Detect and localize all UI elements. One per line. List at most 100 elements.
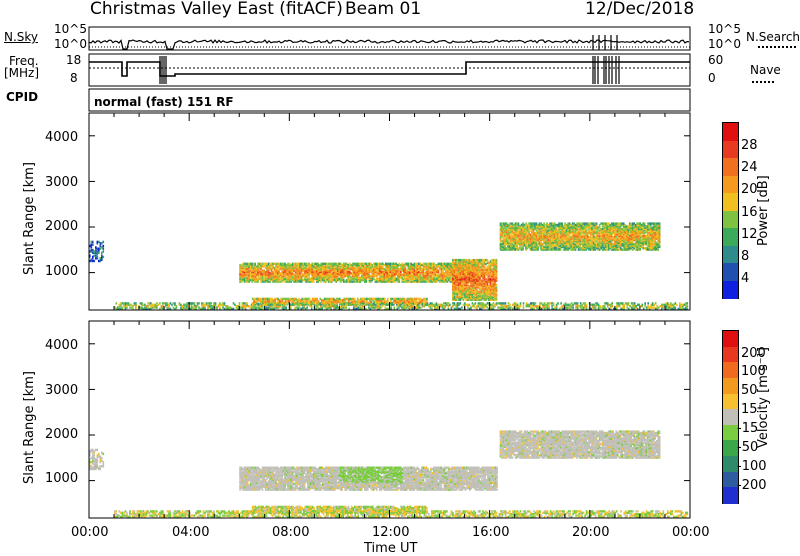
power-cell — [404, 302, 406, 305]
power-cell — [558, 236, 560, 239]
power-cell — [332, 297, 335, 301]
power-cell — [528, 305, 531, 308]
power-cell — [248, 262, 250, 265]
power-cell — [504, 307, 507, 311]
power-cell — [400, 301, 403, 305]
power-cell — [416, 279, 419, 282]
power-cell — [455, 263, 458, 267]
power-cell — [327, 270, 330, 274]
power-cell — [364, 274, 366, 278]
power-cell — [276, 262, 279, 265]
power-cell — [461, 297, 463, 300]
power-cell — [470, 291, 472, 295]
power-cell — [275, 280, 277, 283]
power-cell — [198, 306, 200, 309]
power-cell — [461, 270, 464, 274]
power-cell — [474, 269, 477, 273]
power-cell — [302, 274, 304, 278]
power-cell — [502, 230, 505, 234]
power-cell — [476, 291, 478, 295]
power-cell — [343, 300, 345, 303]
power-cell — [439, 273, 441, 276]
power-cell — [319, 307, 322, 311]
power-cell — [264, 272, 267, 275]
power-cell — [336, 263, 339, 267]
power-cell — [329, 270, 331, 274]
power-cell — [544, 243, 547, 246]
power-cell — [508, 232, 511, 235]
power-cell — [489, 293, 492, 296]
power-cell — [321, 276, 324, 279]
power-cell — [187, 307, 190, 311]
power-cell — [273, 303, 275, 306]
power-cell — [464, 263, 466, 266]
power-cell — [474, 297, 477, 300]
power-cell — [458, 260, 460, 263]
power-cell — [323, 268, 325, 271]
power-cell — [260, 300, 263, 303]
power-cell — [450, 307, 453, 311]
power-cell — [489, 267, 492, 270]
power-cell — [232, 302, 235, 305]
power-cell — [377, 265, 380, 268]
power-cell — [394, 300, 397, 303]
power-cell — [467, 289, 469, 292]
power-cell — [297, 279, 300, 282]
power-cell — [272, 299, 275, 302]
power-cell — [394, 280, 396, 283]
power-cell — [511, 237, 514, 240]
power-cell — [495, 297, 498, 300]
power-cell — [373, 277, 375, 280]
power-cell — [358, 303, 361, 306]
power-cell — [460, 276, 462, 279]
power-cell — [470, 277, 473, 280]
power-cell — [479, 263, 481, 266]
power-cell — [459, 268, 462, 271]
power-cell — [522, 225, 524, 228]
power-cell — [276, 269, 279, 272]
power-cell — [483, 274, 486, 277]
power-cell — [477, 275, 480, 278]
power-cell — [272, 276, 274, 279]
power-cell — [612, 307, 615, 311]
power-cell — [273, 302, 275, 305]
power-cell — [336, 305, 338, 308]
power-cell — [431, 269, 434, 272]
power-cell — [464, 273, 467, 276]
power-cell — [424, 300, 427, 303]
power-cell — [370, 265, 372, 268]
power-cell — [272, 263, 274, 267]
power-cell — [419, 277, 422, 280]
power-cell — [507, 230, 509, 234]
power-cell — [320, 262, 322, 265]
power-cell — [483, 263, 486, 266]
power-cell — [549, 236, 551, 239]
power-cell — [494, 261, 496, 265]
power-cell — [270, 263, 273, 267]
power-cell — [403, 268, 405, 271]
power-cell — [525, 302, 528, 305]
power-cell — [517, 225, 520, 228]
power-cell — [403, 299, 406, 302]
power-cell — [332, 263, 334, 267]
power-cell — [258, 268, 261, 271]
power-cell — [630, 307, 633, 311]
power-cell — [342, 276, 345, 279]
power-cell — [374, 270, 377, 274]
power-cell — [555, 241, 557, 244]
power-cell — [473, 265, 476, 268]
power-cell — [499, 222, 502, 225]
power-cell — [344, 269, 346, 272]
power-cell — [305, 297, 308, 301]
power-cell — [306, 270, 309, 274]
power-cell — [327, 273, 330, 276]
power-cell — [645, 306, 648, 309]
power-cell — [434, 274, 437, 278]
power-cell — [239, 280, 241, 283]
power-cell — [376, 265, 378, 268]
power-cell — [434, 273, 437, 276]
power-cell — [399, 301, 401, 305]
power-cell — [378, 300, 380, 303]
power-cell — [375, 300, 377, 303]
power-cell — [160, 306, 163, 309]
